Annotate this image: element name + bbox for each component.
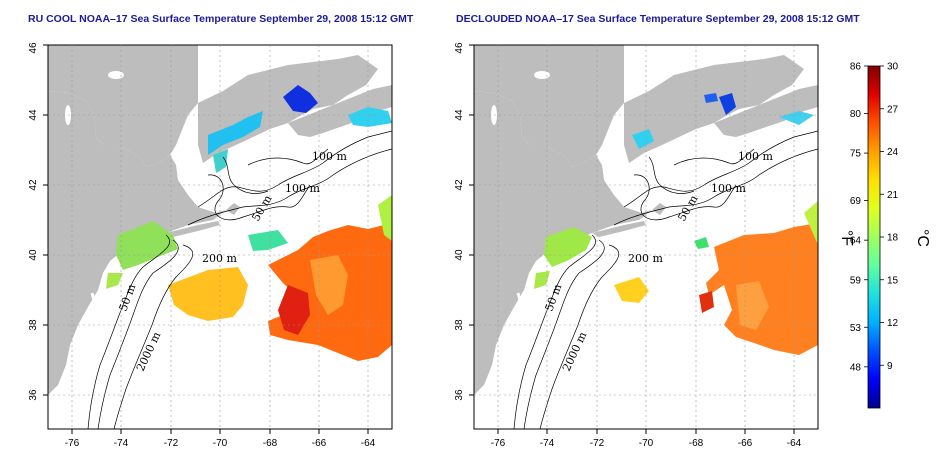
- fahrenheit-tick-label: 64: [850, 236, 862, 247]
- contour-label-200m: 200 m: [202, 252, 237, 265]
- left-x-tick: -64: [361, 438, 376, 449]
- contour-label-2000m: 2000 m: [134, 329, 164, 373]
- fahrenheit-tick-label: 86: [850, 62, 862, 73]
- colorbar-gradient: [867, 65, 881, 409]
- celsius-unit-label: °C: [914, 229, 931, 247]
- left-x-tick: -70: [213, 438, 228, 449]
- right-x-tick: -74: [540, 438, 555, 449]
- left-x-tick: -76: [65, 438, 80, 449]
- celsius-tick-label: 15: [887, 275, 899, 286]
- left-y-tick: 40: [28, 249, 39, 261]
- left-y-tick: 44: [28, 109, 39, 121]
- contour-label-100m-north: 100 m: [312, 150, 347, 163]
- right-x-tick: -64: [787, 438, 802, 449]
- fahrenheit-tick-label: 80: [850, 109, 862, 120]
- celsius-tick-label: 24: [887, 147, 899, 158]
- right-x-tick: -72: [590, 438, 605, 449]
- contour-label-2000m: 2000 m: [560, 329, 590, 373]
- left-y-tick: 46: [28, 42, 39, 54]
- right-y-tick: 44: [454, 109, 465, 121]
- celsius-tick-label: 27: [887, 104, 899, 115]
- fahrenheit-tick-label: 48: [850, 362, 862, 373]
- left-x-tick: -72: [164, 438, 179, 449]
- contour-label-100m-north: 100 m: [738, 150, 773, 163]
- right-panel-title: DECLOUDED NOAA–17 Sea Surface Temperatur…: [456, 13, 860, 25]
- contour-label-100m-central: 100 m: [285, 182, 320, 195]
- fahrenheit-tick-label: 75: [850, 149, 862, 160]
- celsius-tick-label: 21: [887, 190, 899, 201]
- right-y-tick: 38: [454, 319, 465, 331]
- fahrenheit-unit-label: °F: [838, 230, 855, 246]
- fahrenheit-tick-label: 69: [850, 196, 862, 207]
- left-map: 100 m 100 m 50 m 200 m 50 m 2000 m -76 -…: [28, 42, 393, 449]
- fahrenheit-tick-label: 53: [850, 323, 862, 334]
- left-x-tick: -68: [263, 438, 278, 449]
- right-y-tick: 46: [454, 42, 465, 54]
- right-y-tick: 36: [454, 389, 465, 401]
- right-map: 100 m 100 m 50 m 200 m 50 m 2000 m -76 -…: [454, 42, 819, 449]
- celsius-tick-label: 30: [887, 62, 899, 73]
- celsius-tick-label: 9: [887, 361, 893, 372]
- contour-label-100m-central: 100 m: [711, 182, 746, 195]
- contour-label-200m: 200 m: [628, 252, 663, 265]
- right-y-tick: 42: [454, 179, 465, 191]
- celsius-tick-label: 18: [887, 233, 899, 244]
- right-x-tick: -66: [738, 438, 753, 449]
- right-x-tick: -70: [639, 438, 654, 449]
- colorbar: 86 80 75 69 64 59 53 48 30 27 24 21 18 15 12 9 °F °C: [838, 62, 931, 409]
- left-y-tick: 36: [28, 389, 39, 401]
- left-x-tick: -66: [312, 438, 327, 449]
- left-panel-title: RU COOL NOAA–17 Sea Surface Temperature …: [28, 13, 414, 25]
- left-y-tick: 42: [28, 179, 39, 191]
- left-x-tick: -74: [114, 438, 129, 449]
- left-y-tick: 38: [28, 319, 39, 331]
- right-x-tick: -68: [689, 438, 704, 449]
- right-x-tick: -76: [491, 438, 506, 449]
- right-y-tick: 40: [454, 249, 465, 261]
- fahrenheit-tick-label: 59: [850, 275, 862, 286]
- celsius-tick-label: 12: [887, 318, 899, 329]
